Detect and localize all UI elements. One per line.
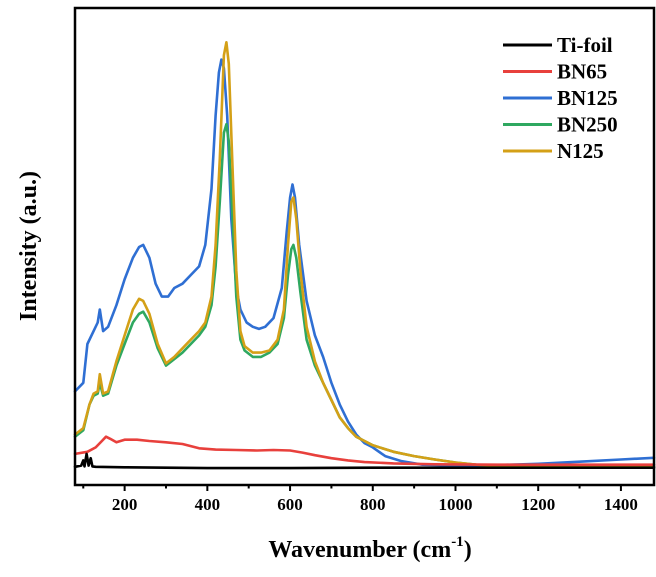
x-axis-ticks: 200 400 600 800 1000 1200 1400 xyxy=(82,485,638,514)
x-axis-title-superscript: -1 xyxy=(451,534,464,550)
x-axis-title: Wavenumber (cm-1) xyxy=(268,534,471,563)
x-axis-title-main: Wavenumber (cm xyxy=(268,537,451,563)
x-axis-title-close: ) xyxy=(464,537,472,563)
x-tick-label: 600 xyxy=(277,495,303,514)
legend-label: BN65 xyxy=(557,60,607,84)
series-line-ti-foil xyxy=(73,452,656,470)
series-line-bn65 xyxy=(73,435,656,466)
x-tick-label: 400 xyxy=(195,495,221,514)
series-layer xyxy=(73,41,656,470)
x-tick-label: 800 xyxy=(360,495,386,514)
series-line-n125 xyxy=(73,41,656,469)
legend-label: N125 xyxy=(557,139,604,163)
x-tick-label: 200 xyxy=(112,495,138,514)
legend-label: BN125 xyxy=(557,86,618,110)
y-axis-title: Intensity (a.u.) xyxy=(16,171,42,321)
x-tick-label: 1200 xyxy=(521,495,555,514)
legend-label: Ti-foil xyxy=(557,33,613,57)
legend-label: BN250 xyxy=(557,113,618,137)
x-tick-label: 1000 xyxy=(438,495,472,514)
x-tick-label: 1400 xyxy=(604,495,638,514)
plot-frame xyxy=(73,6,656,487)
